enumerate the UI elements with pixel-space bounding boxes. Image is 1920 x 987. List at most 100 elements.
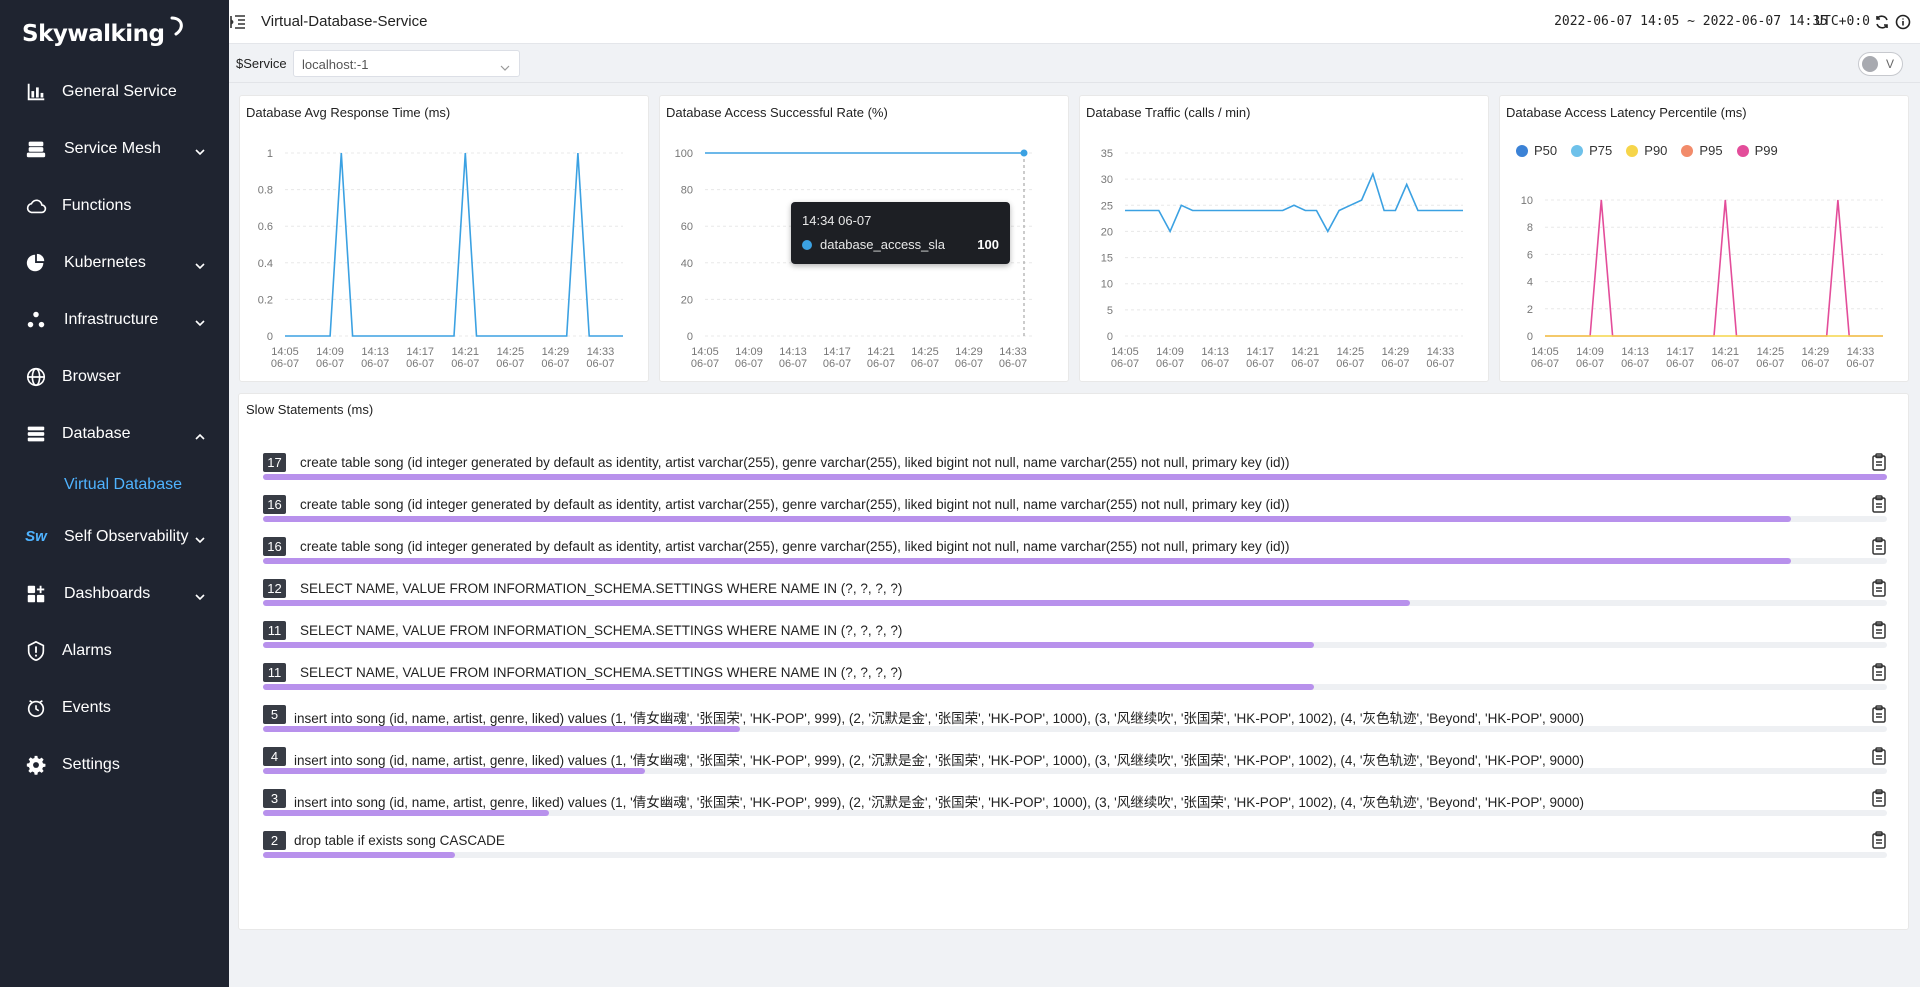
x-tick-label: 14:05 [691,346,719,358]
sidebar-item-general-service[interactable]: General Service [0,63,229,120]
sidebar-item-settings[interactable]: Settings [0,736,229,793]
info-icon[interactable] [1895,14,1911,30]
service-select[interactable]: localhost:-1 [293,50,520,77]
x-tick-date-label: 06-07 [735,358,763,370]
x-tick-label: 14:29 [542,346,570,358]
y-tick-label: 40 [681,258,693,270]
y-tick-label: 30 [1101,174,1113,186]
legend-dot [1516,144,1528,157]
sidebar-item-events[interactable]: Events [0,679,229,736]
toggle-label: V [1885,57,1894,71]
copy-icon[interactable] [1871,663,1887,681]
statement-progress-track [263,852,1887,858]
chart-traffic[interactable]: 3530252015105014:0506-0714:0906-0714:130… [1080,96,1490,383]
x-tick-label: 14:09 [316,346,344,358]
x-tick-date-label: 06-07 [1336,358,1364,370]
copy-icon[interactable] [1871,789,1887,807]
x-tick-date-label: 06-07 [361,358,389,370]
copy-icon[interactable] [1871,705,1887,723]
sidebar-item-dashboards[interactable]: Dashboards [0,565,229,622]
sidebar-item-browser[interactable]: Browser [0,348,229,405]
sidebar-item-kubernetes[interactable]: Kubernetes [0,234,229,291]
copy-icon[interactable] [1871,495,1887,513]
service-label: $Service [236,56,287,71]
chart-latency-percentile[interactable]: 108642014:0506-0714:0906-0714:1306-0714:… [1500,96,1910,383]
tooltip-value: 100 [977,237,999,252]
sidebar-subitem-virtual-database[interactable]: Virtual Database [64,476,182,493]
chart-success-rate[interactable]: 10080604020014:0506-0714:0906-0714:1306-… [660,96,1070,383]
x-tick-date-label: 06-07 [1111,358,1139,370]
x-tick-date-label: 06-07 [1846,358,1874,370]
x-tick-label: 14:17 [1666,346,1694,358]
slow-statement-row: 3 insert into song (id, name, artist, gen… [263,786,1887,828]
x-tick-label: 14:21 [867,346,895,358]
chart-panel-avg-response-time: Database Avg Response Time (ms) 1 0.8 0.6 0… [239,95,649,382]
copy-icon[interactable] [1871,537,1887,555]
chart-title: Database Access Latency Percentile (ms) [1506,105,1747,120]
time-range[interactable]: 2022-06-07 14:05 ~ 2022-06-07 14:35 [1554,14,1828,29]
x-tick-date-label: 06-07 [271,358,299,370]
legend-item-p95[interactable]: P95 [1681,143,1723,158]
y-tick-label: 0 [687,331,693,343]
x-tick-label: 14:17 [406,346,434,358]
copy-icon[interactable] [1871,831,1887,849]
chevron-down-icon [500,60,510,71]
chevron-up-icon [195,429,205,440]
gear-icon [24,753,48,777]
y-tick-label: 10 [1101,279,1113,291]
x-tick-date-label: 06-07 [779,358,807,370]
slow-statement-row: 12 SELECT NAME, VALUE FROM INFORMATION_SC… [263,576,1887,618]
x-tick-date-label: 06-07 [1426,358,1454,370]
toolbar: $Service localhost:-1 V [229,45,1920,83]
copy-icon[interactable] [1871,747,1887,765]
y-tick-label: 2 [1527,304,1533,316]
statement-progress-track [263,810,1887,816]
y-tick-label: 1 [267,148,273,160]
chart-avg-response-time[interactable]: 10.80.60.40.2014:0506-0714:0906-0714:130… [240,96,650,383]
skywalking-logo[interactable]: Skywalking [22,16,186,52]
x-tick-date-label: 06-07 [1801,358,1829,370]
slow-statement-row: 5 insert into song (id, name, artist, gen… [263,702,1887,744]
statement-text: SELECT NAME, VALUE FROM INFORMATION_SCHE… [300,623,903,638]
x-tick-date-label: 06-07 [1756,358,1784,370]
x-tick-date-label: 06-07 [867,358,895,370]
legend-item-p90[interactable]: P90 [1626,143,1667,158]
sidebar-item-infrastructure[interactable]: Infrastructure [0,291,229,348]
logo-swoosh-icon [170,16,183,36]
service-select-value: localhost:-1 [302,57,369,72]
statement-progress-track [263,726,1887,732]
chart-title: Database Access Successful Rate (%) [666,105,888,120]
sidebar-item-service-mesh[interactable]: Service Mesh [0,120,229,177]
y-tick-label: 15 [1101,253,1113,265]
copy-icon[interactable] [1871,453,1887,471]
y-tick-label: 20 [681,294,693,306]
x-tick-label: 14:17 [823,346,851,358]
chart-panel-traffic: Database Traffic (calls / min) 35 30 25 20 1… [1079,95,1489,382]
statement-duration-badge: 11 [263,663,286,682]
legend-dot [1571,144,1584,157]
x-tick-label: 14:29 [955,346,983,358]
sidebar-item-functions[interactable]: Functions [0,177,229,234]
x-tick-date-label: 06-07 [1711,358,1739,370]
x-tick-label: 14:09 [1156,346,1184,358]
y-tick-label: 4 [1527,277,1533,289]
sidebar-item-database[interactable]: Database [0,405,229,462]
legend-item-p75[interactable]: P75 [1571,143,1612,158]
sidebar-item-self-observability[interactable]: Sw Self Observability [0,508,229,565]
statement-duration-badge: 17 [263,453,286,472]
toggle-knob [1862,56,1878,72]
legend-item-p99[interactable]: P99 [1736,143,1778,158]
y-tick-label: 10 [1521,195,1533,207]
menu-collapse-icon[interactable] [229,13,247,31]
legend-item-p50[interactable]: P50 [1516,143,1557,158]
edit-mode-toggle[interactable]: V [1858,52,1903,76]
statement-text: create table song (id integer generated … [300,455,1290,470]
sidebar-item-alarms[interactable]: Alarms [0,622,229,679]
x-tick-label: 14:05 [271,346,299,358]
statement-duration-badge: 16 [263,495,286,514]
sw-icon: Sw [24,525,48,549]
copy-icon[interactable] [1871,579,1887,597]
events-icon [24,696,48,720]
copy-icon[interactable] [1871,621,1887,639]
refresh-icon[interactable] [1874,14,1890,30]
